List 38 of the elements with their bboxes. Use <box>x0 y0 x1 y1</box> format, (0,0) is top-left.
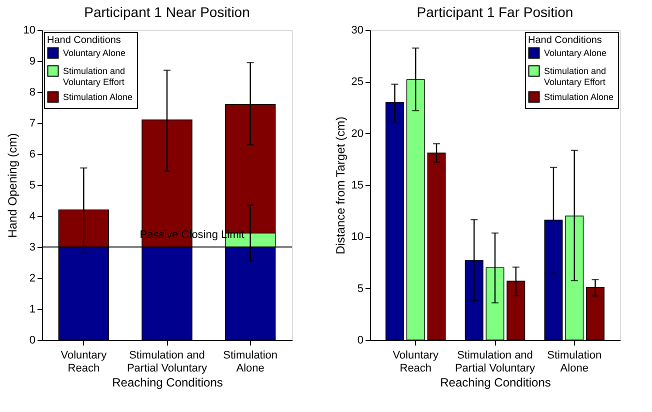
y-tick-label: 5 <box>357 282 364 295</box>
x-tick-label: Voluntary Reach <box>392 350 440 374</box>
legend-title: Hand Conditions <box>47 35 121 46</box>
y-tick-label: 8 <box>29 86 36 98</box>
y-tick-label: 30 <box>351 24 364 36</box>
x-tick-label: Stimulation Alone <box>223 350 278 374</box>
chart-title: Participant 1 Near Position <box>84 4 250 20</box>
y-axis-title: Hand Opening (cm) <box>5 133 20 238</box>
y-tick-label: 7 <box>29 118 36 130</box>
y-tick-label: 10 <box>23 24 36 36</box>
y-tick-label: 20 <box>351 128 364 140</box>
legend-label: Stimulation Alone <box>544 92 614 102</box>
y-tick-label: 0 <box>357 334 364 346</box>
y-tick-label: 0 <box>29 334 36 346</box>
y-tick-label: 1 <box>29 304 36 316</box>
y-tick-label: 3 <box>29 242 36 254</box>
legend-label: Stimulation and Voluntary Effort <box>63 66 126 87</box>
x-axis-title: Reaching Conditions <box>112 376 223 390</box>
y-tick-label: 4 <box>29 210 36 222</box>
x-tick-label: Voluntary Reach <box>60 350 108 374</box>
y-tick-label: 25 <box>351 76 364 88</box>
legend-label: Voluntary Alone <box>544 48 607 58</box>
y-tick-label: 10 <box>351 231 364 244</box>
y-axis-title: Distance from Target (cm) <box>333 116 348 254</box>
legend-label: Voluntary Alone <box>63 48 126 58</box>
y-tick-label: 15 <box>351 180 364 192</box>
y-tick-label: 6 <box>29 148 36 160</box>
legend-label: Stimulation Alone <box>63 92 133 102</box>
y-tick-label: 5 <box>29 180 36 192</box>
x-axis-title: Reaching Conditions <box>440 376 551 390</box>
x-tick-label: Stimulation and Partial Voluntary <box>126 350 208 374</box>
x-tick-label: Stimulation Alone <box>547 350 602 374</box>
y-tick-label: 2 <box>29 272 36 284</box>
legend-title: Hand Conditions <box>528 35 602 46</box>
chart-title: Participant 1 Far Position <box>416 4 574 20</box>
y-tick-label: 9 <box>29 56 36 68</box>
x-tick-label: Stimulation and Partial Voluntary <box>454 350 536 374</box>
legend-label: Stimulation and Voluntary Effort <box>544 66 606 87</box>
